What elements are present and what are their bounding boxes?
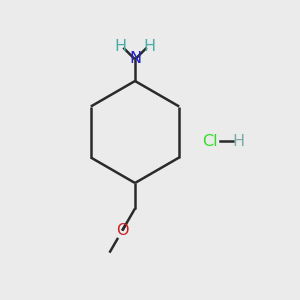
Text: H: H bbox=[114, 39, 126, 54]
Text: O: O bbox=[116, 223, 128, 238]
Text: Cl: Cl bbox=[202, 134, 218, 148]
Text: N: N bbox=[129, 51, 141, 66]
Text: H: H bbox=[144, 39, 156, 54]
Text: H: H bbox=[232, 134, 244, 148]
